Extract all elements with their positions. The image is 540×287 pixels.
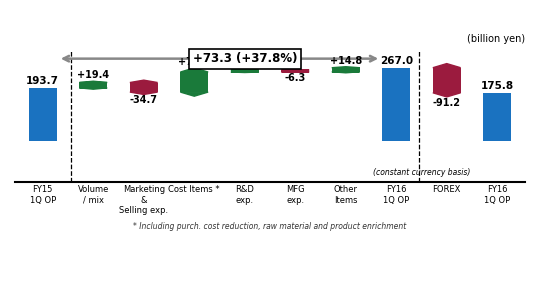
Polygon shape [130, 92, 158, 94]
Text: +72.9: +72.9 [178, 57, 210, 67]
Text: 175.8: 175.8 [481, 81, 514, 91]
Bar [281, 70, 309, 72]
Bar [382, 68, 410, 141]
Polygon shape [79, 88, 107, 89]
Polygon shape [180, 68, 208, 72]
Polygon shape [332, 72, 360, 73]
Text: -34.7: -34.7 [130, 95, 158, 105]
Polygon shape [231, 69, 259, 70]
Bar [180, 72, 208, 92]
Bar [29, 88, 57, 141]
Bar [483, 93, 511, 141]
Polygon shape [79, 81, 107, 83]
Polygon shape [180, 92, 208, 96]
Text: (constant currency basis): (constant currency basis) [373, 168, 470, 177]
Text: +7.2: +7.2 [232, 59, 258, 69]
Text: 267.0: 267.0 [380, 56, 413, 66]
Polygon shape [231, 72, 259, 73]
Polygon shape [332, 67, 360, 68]
Text: 193.7: 193.7 [26, 76, 59, 86]
Bar [130, 83, 158, 92]
Bar [433, 68, 461, 93]
Bar [332, 68, 360, 72]
Bar [79, 83, 107, 88]
Text: (billion yen): (billion yen) [467, 34, 525, 44]
Text: -91.2: -91.2 [433, 98, 461, 108]
Polygon shape [130, 80, 158, 83]
Bar [231, 70, 259, 72]
Text: +14.8: +14.8 [329, 56, 362, 66]
Text: -6.3: -6.3 [285, 73, 306, 83]
Polygon shape [433, 93, 461, 97]
Text: +19.4: +19.4 [77, 70, 109, 80]
Text: +73.3 (+37.8%): +73.3 (+37.8%) [192, 52, 297, 65]
Text: * Including purch. cost reduction, raw material and product enrichment: * Including purch. cost reduction, raw m… [133, 222, 407, 231]
Polygon shape [433, 64, 461, 68]
